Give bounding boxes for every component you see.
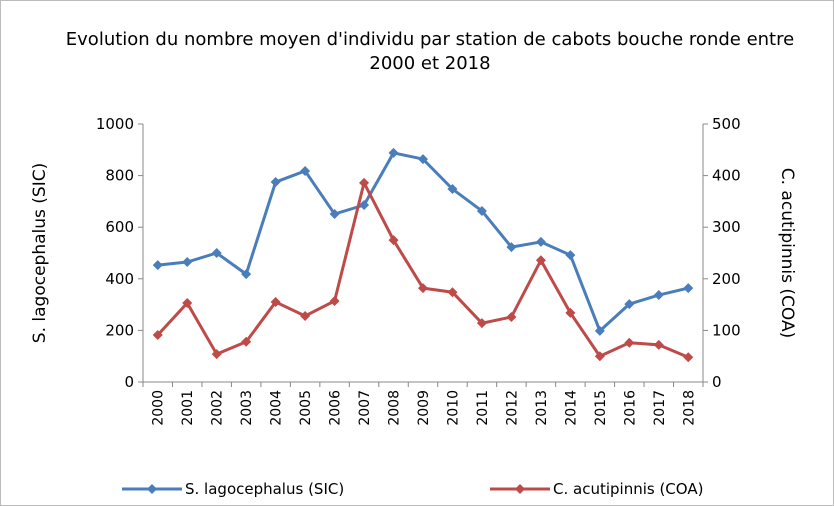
marker [211,248,222,258]
x-tick-label: 2004 [269,390,285,426]
marker [152,260,163,271]
x-tick-label: 2017 [652,390,668,426]
marker [624,337,635,348]
y2-tick-label: 300 [712,218,741,236]
x-tick-label: 2007 [357,390,373,426]
marker [506,242,517,253]
marker [359,200,370,211]
marker [241,269,252,280]
marker [653,290,664,301]
marker [683,283,694,294]
x-tick-label: 2008 [387,390,403,426]
x-tick-label: 2001 [180,390,196,426]
marker [535,255,546,266]
marker [476,205,487,216]
y-tick-label: 400 [105,270,134,288]
x-tick-label: 2006 [328,390,344,426]
y-axis-label: S. lagocephalus (SIC) [30,163,50,343]
y-tick-label: 1000 [96,115,134,133]
marker [147,484,157,494]
marker [300,310,311,321]
marker [565,250,576,261]
x-tick-label: 2002 [210,390,226,426]
y-tick-label: 600 [105,218,134,236]
x-tick-label: 2016 [622,390,638,426]
marker [653,339,664,350]
y-tick-label: 800 [105,167,134,185]
marker [624,299,635,310]
marker [447,287,458,298]
marker [182,298,193,309]
x-tick-label: 2013 [534,390,550,426]
marker [388,235,399,246]
marker [515,484,525,494]
marker [270,177,281,188]
marker [329,295,340,306]
y2-tick-label: 400 [712,167,741,185]
y2-tick-label: 500 [712,115,741,133]
marker [329,209,340,220]
marker [683,352,694,363]
x-tick-label: 2018 [681,390,697,426]
x-tick-label: 2014 [563,390,579,426]
x-tick-label: 2011 [475,390,491,426]
y2-tick-label: 0 [712,373,722,391]
x-tick-label: 2003 [239,390,255,426]
legend-label: S. lagocephalus (SIC) [185,480,344,498]
marker [241,336,252,347]
chart-title: Evolution du nombre moyen d'individu par… [66,29,794,74]
marker [270,297,281,308]
y-tick-label: 200 [105,321,134,339]
x-tick-label: 2000 [151,390,167,426]
marker [447,184,458,195]
marker [418,283,428,294]
marker [594,351,605,362]
y2-tick-label: 100 [712,321,741,339]
y2-axis-label: C. acutipinnis (COA) [777,168,797,339]
marker [476,318,487,329]
marker [506,311,517,322]
marker [359,177,370,188]
x-tick-label: 2005 [298,390,314,426]
marker [211,349,222,360]
marker [535,236,546,247]
y-tick-label: 0 [124,373,134,391]
x-tick-label: 2012 [504,390,520,426]
x-tick-label: 2009 [416,390,432,426]
marker [594,325,605,336]
marker [565,307,576,318]
x-tick-label: 2015 [593,390,609,426]
marker [152,330,163,341]
marker [418,154,428,165]
marker [300,165,311,176]
legend-label: C. acutipinnis (COA) [553,480,703,498]
marker [388,147,399,158]
marker [182,257,193,268]
x-tick-label: 2010 [445,390,461,426]
y2-tick-label: 200 [712,270,741,288]
